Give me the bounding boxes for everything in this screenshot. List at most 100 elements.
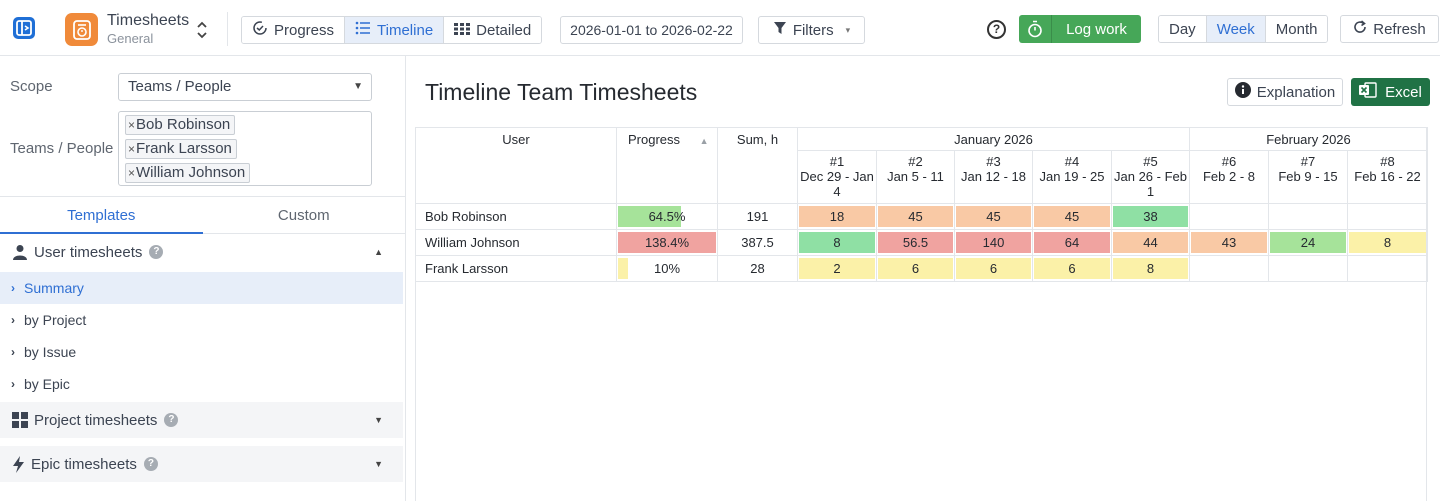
week-hours-cell[interactable]: 18	[797, 203, 877, 230]
template-item-label: by Project	[24, 312, 87, 328]
refresh-icon	[1353, 20, 1367, 38]
refresh-label: Refresh	[1373, 20, 1426, 38]
column-header-progress[interactable]: Progress ▲	[616, 127, 718, 204]
template-item-by-epic[interactable]: › by Epic	[0, 368, 403, 400]
week-hours-value	[1270, 206, 1346, 227]
week-range: Jan 5 - 11	[887, 169, 944, 184]
period-day-button[interactable]: Day	[1159, 16, 1207, 42]
project-timesheets-section[interactable]: Project timesheets ? ▼	[0, 402, 403, 438]
week-hours-cell[interactable]: 45	[1032, 203, 1112, 230]
person-tag: ×Bob Robinson	[125, 115, 236, 135]
sidebar-toggle-icon[interactable]	[13, 17, 35, 39]
week-hours-cell[interactable]: 64	[1032, 229, 1112, 256]
sort-up-icon[interactable]: ▲	[699, 136, 709, 146]
chevron-down-icon: ▼	[374, 415, 383, 425]
tab-custom[interactable]: Custom	[202, 204, 405, 234]
progress-bar: 64.5%	[618, 206, 716, 227]
person-tag: ×William Johnson	[125, 163, 251, 183]
period-week-button[interactable]: Week	[1206, 16, 1266, 42]
progress-cell: 10%	[616, 255, 718, 282]
remove-tag-icon[interactable]: ×	[128, 142, 136, 156]
help-icon[interactable]: ?	[164, 413, 179, 427]
week-hours-cell[interactable]: 6	[954, 255, 1033, 282]
person-tag-label: Bob Robinson	[136, 116, 231, 133]
remove-tag-icon[interactable]: ×	[128, 166, 136, 180]
week-hours-cell[interactable]: 44	[1111, 229, 1190, 256]
user-name-cell[interactable]: Frank Larsson	[415, 255, 617, 282]
list-icon	[355, 21, 371, 39]
people-multiselect[interactable]: ×Bob Robinson ×Frank Larsson ×William Jo…	[118, 111, 372, 186]
week-hours-cell	[1268, 255, 1348, 282]
week-header: #8 Feb 16 - 22	[1347, 150, 1428, 204]
filter-icon	[773, 21, 787, 39]
week-number: #1	[829, 154, 845, 169]
week-hours-value: 8	[799, 232, 875, 253]
template-item-by-issue[interactable]: › by Issue	[0, 336, 403, 368]
week-hours-value: 45	[1034, 206, 1110, 227]
view-progress-button[interactable]: Progress	[242, 17, 346, 43]
template-item-label: by Issue	[24, 344, 77, 360]
help-icon[interactable]: ?	[143, 457, 158, 471]
week-hours-value: 8	[1349, 232, 1426, 253]
week-hours-cell[interactable]: 43	[1189, 229, 1269, 256]
user-name-cell[interactable]: Bob Robinson	[415, 203, 617, 230]
progress-cell: 138.4%	[616, 229, 718, 256]
month-header: January 2026	[797, 127, 1190, 151]
timesheets-app-icon	[65, 13, 98, 46]
template-item-summary[interactable]: › Summary	[0, 272, 403, 304]
chevron-right-icon: ›	[11, 281, 15, 295]
help-icon[interactable]: ?	[149, 245, 164, 259]
week-hours-cell[interactable]: 38	[1111, 203, 1190, 230]
week-hours-cell[interactable]: 2	[797, 255, 877, 282]
progress-bar: 138.4%	[618, 232, 716, 253]
view-timeline-button[interactable]: Timeline	[345, 17, 445, 43]
week-hours-cell[interactable]: 45	[876, 203, 955, 230]
week-header: #7 Feb 9 - 15	[1268, 150, 1348, 204]
scope-select[interactable]: Teams / People ▼	[118, 73, 372, 101]
app-title[interactable]: Timesheets	[107, 12, 190, 29]
template-item-by-project[interactable]: › by Project	[0, 304, 403, 336]
filters-button[interactable]: Filters ▾	[758, 16, 865, 44]
app-switcher-icon[interactable]	[196, 20, 208, 43]
week-hours-cell[interactable]: 8	[1111, 255, 1190, 282]
column-header-user[interactable]: User	[415, 127, 617, 204]
user-name-cell[interactable]: William Johnson	[415, 229, 617, 256]
week-hours-cell[interactable]: 24	[1268, 229, 1348, 256]
log-work-button[interactable]: Log work	[1019, 15, 1141, 43]
explanation-label: Explanation	[1256, 83, 1336, 101]
week-hours-value: 43	[1191, 232, 1267, 253]
week-hours-cell	[1189, 203, 1269, 230]
divider	[0, 196, 405, 197]
refresh-button[interactable]: Refresh	[1340, 15, 1439, 43]
timesheet-table: User Progress ▲ Sum, h January 2026 Febr…	[415, 127, 1428, 282]
week-hours-cell[interactable]: 45	[954, 203, 1033, 230]
explanation-button[interactable]: Explanation	[1227, 78, 1343, 106]
view-detailed-button[interactable]: Detailed	[444, 17, 542, 43]
week-hours-cell[interactable]: 6	[876, 255, 955, 282]
column-header-sum[interactable]: Sum, h	[717, 127, 798, 204]
table-row[interactable]: William Johnson 138.4% 387.5 8 56.5 140 64 44 43…	[415, 229, 1428, 256]
week-hours-cell[interactable]: 8	[1347, 229, 1428, 256]
week-hours-cell[interactable]: 140	[954, 229, 1033, 256]
chevron-down-icon: ▾	[845, 24, 851, 35]
week-hours-cell[interactable]: 8	[797, 229, 877, 256]
week-hours-value	[1270, 258, 1346, 279]
sum-hours-cell: 387.5	[717, 229, 798, 256]
period-month-button[interactable]: Month	[1265, 16, 1328, 42]
week-range: Jan 26 - Feb 1	[1114, 169, 1187, 199]
user-timesheets-section[interactable]: User timesheets ? ▲	[0, 234, 403, 270]
template-tabs: Templates Custom	[0, 204, 405, 234]
week-hours-cell[interactable]: 56.5	[876, 229, 955, 256]
week-hours-cell	[1189, 255, 1269, 282]
week-hours-cell[interactable]: 6	[1032, 255, 1112, 282]
excel-export-button[interactable]: Excel	[1351, 78, 1430, 106]
date-range-input[interactable]: 2026-01-01 to 2026-02-22	[560, 16, 743, 44]
person-tag-label: William Johnson	[136, 164, 246, 181]
week-hours-value	[1191, 258, 1267, 279]
epic-timesheets-section[interactable]: Epic timesheets ? ▼	[0, 446, 403, 482]
table-row[interactable]: Frank Larsson 10% 28 2 6 6 6 8	[415, 255, 1428, 282]
tab-templates[interactable]: Templates	[0, 204, 203, 234]
remove-tag-icon[interactable]: ×	[128, 118, 136, 132]
help-icon[interactable]: ?	[987, 20, 1006, 39]
table-row[interactable]: Bob Robinson 64.5% 191 18 45 45 45 38	[415, 203, 1428, 230]
